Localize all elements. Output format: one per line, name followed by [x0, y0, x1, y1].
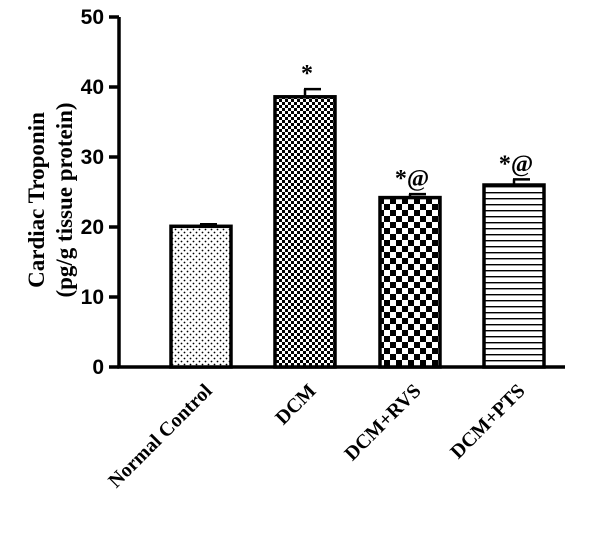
x-tick-label: DCM+RVS — [340, 380, 425, 465]
y-ticks: 0 10 20 30 40 50 — [81, 6, 119, 379]
x-tick-label: DCM+PTS — [446, 380, 529, 463]
x-tick-label: DCM — [271, 380, 320, 429]
y-tick-label: 30 — [81, 146, 104, 169]
bar-dcm-pts — [482, 183, 546, 369]
y-tick-label: 40 — [81, 76, 104, 99]
significance-annotation: *@ — [395, 166, 429, 192]
category-labels: Normal Control DCM DCM+RVS DCM+PTS — [104, 380, 529, 493]
bar-dcm-rvs — [378, 195, 442, 369]
bars: * *@ *@ — [169, 61, 546, 369]
significance-annotation: * — [301, 61, 313, 87]
y-axis-label-line-2: (pg/g tissue protein) — [52, 102, 77, 297]
y-tick-label: 0 — [92, 356, 104, 379]
y-tick-label: 50 — [81, 6, 104, 29]
y-tick-label: 20 — [81, 216, 104, 239]
significance-annotation: *@ — [499, 151, 533, 177]
bar-dcm — [273, 95, 337, 369]
bar-normal-control — [169, 224, 233, 369]
y-axis-label-line-1: Cardiac Troponin — [24, 112, 49, 288]
y-tick-label: 10 — [81, 286, 104, 309]
x-tick-label: Normal Control — [104, 380, 217, 493]
